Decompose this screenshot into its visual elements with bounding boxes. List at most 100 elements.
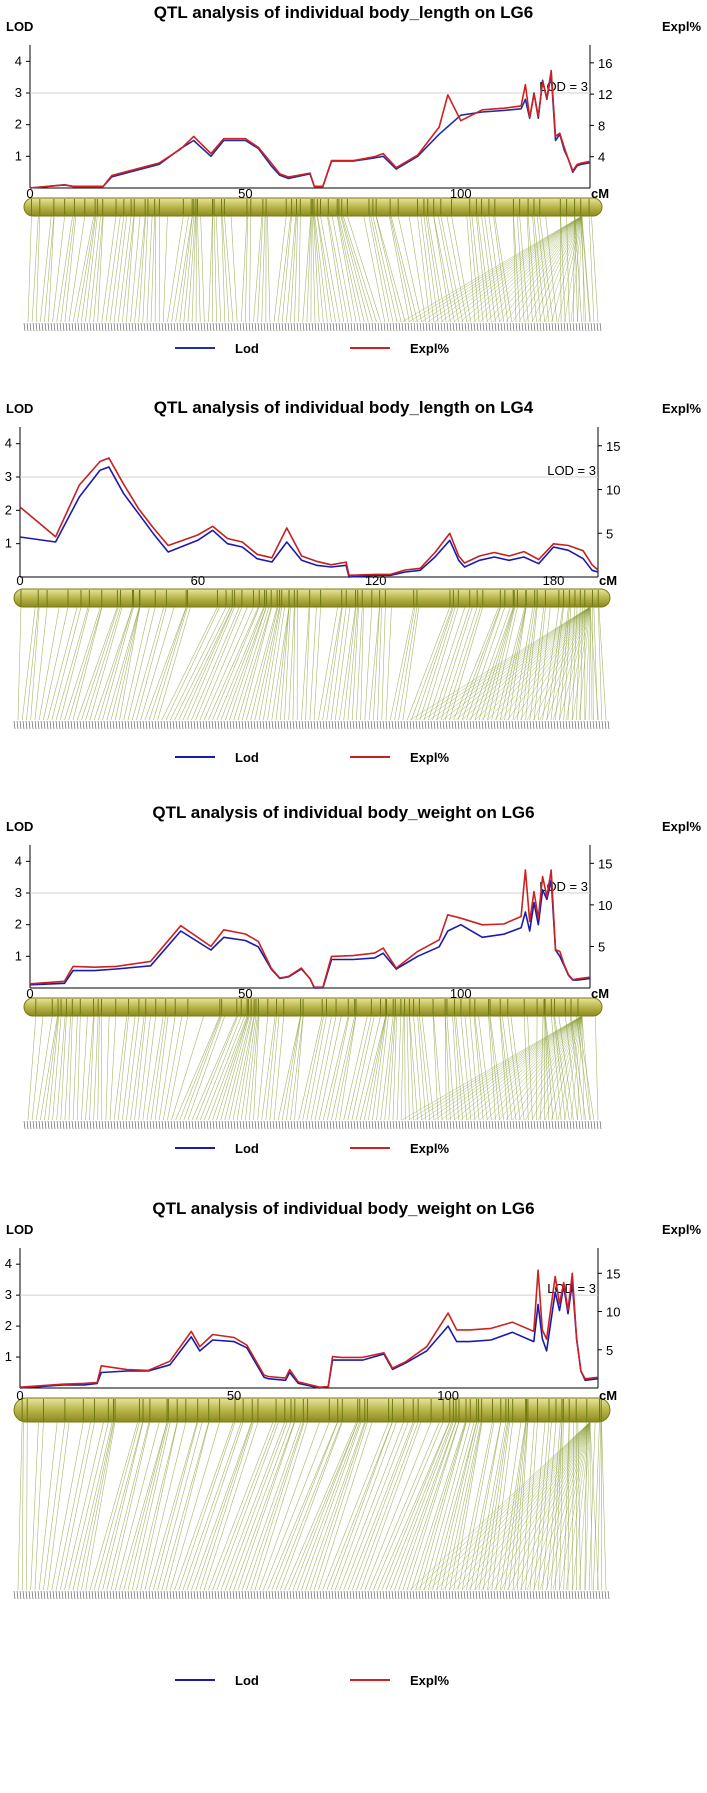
y2-tick-label: 10: [606, 1305, 620, 1320]
qtl-panel-3: QTL analysis of individual body_weight o…: [0, 800, 707, 1180]
qtl-panel-2: QTL analysis of individual body_length o…: [0, 395, 707, 785]
marker-name-band: [13, 1590, 610, 1600]
y2-axis-label: Expl%: [662, 819, 701, 834]
y-tick-label: 4: [5, 436, 12, 451]
y2-tick-label: 8: [598, 118, 605, 133]
y2-tick-label: 4: [598, 150, 605, 165]
x-tick-label: 60: [191, 573, 205, 588]
y2-tick-label: 10: [598, 898, 612, 913]
expl-series-line: [29, 69, 591, 189]
x-tick-label: 180: [543, 573, 565, 588]
marker-name-band: [23, 1120, 602, 1130]
marker-name-band: [23, 322, 602, 332]
y2-tick-label: 5: [606, 526, 613, 541]
qtl-panel-4: QTL analysis of individual body_weight o…: [0, 1190, 707, 1790]
y-tick-label: 1: [5, 1349, 12, 1364]
legend: Lod Expl%: [175, 1141, 449, 1156]
legend: Lod Expl%: [175, 750, 449, 765]
legend: Lod Expl%: [175, 341, 449, 356]
expl-series-line: [29, 869, 591, 988]
x-unit-label: cM: [599, 573, 617, 588]
y2-tick-label: 10: [606, 483, 620, 498]
marker-ticks: [35, 999, 579, 1015]
chart-title: QTL analysis of individual body_length o…: [154, 398, 534, 417]
linkage-group-bar: [13, 588, 611, 608]
y-tick-label: 4: [15, 853, 22, 868]
y-tick-label: 1: [15, 948, 22, 963]
qtl-chart-1: QTL analysis of individual body_length o…: [6, 3, 701, 356]
qtl-chart-4: QTL analysis of individual body_weight o…: [5, 1199, 702, 1688]
x-tick-label: 120: [365, 573, 387, 588]
linkage-group-bar: [23, 197, 603, 217]
qtl-chart-2: QTL analysis of individual body_length o…: [5, 398, 702, 765]
marker-ticks: [20, 590, 599, 606]
linkage-group-bar: [23, 997, 603, 1017]
lod-series-line: [19, 1282, 599, 1389]
chart-title: QTL analysis of individual body_length o…: [154, 3, 533, 22]
expl-series-line: [19, 457, 599, 577]
y-tick-label: 2: [15, 917, 22, 932]
marker-connectors: [17, 1421, 607, 1591]
marker-ticks: [30, 199, 590, 215]
y-tick-label: 3: [5, 1287, 12, 1302]
y-tick-label: 3: [5, 469, 12, 484]
y-axis-label: LOD: [6, 19, 33, 34]
marker-connectors: [27, 1015, 599, 1121]
y-tick-label: 1: [5, 536, 12, 551]
x-tick-label: 0: [16, 1388, 23, 1403]
x-unit-label: cM: [599, 1388, 617, 1403]
lod-threshold-label: LOD = 3: [547, 463, 596, 478]
chart-title: QTL analysis of individual body_weight o…: [152, 1199, 534, 1218]
legend-label-expl: Expl%: [410, 1673, 449, 1688]
y2-tick-label: 15: [606, 439, 620, 454]
linkage-group-bar: [13, 1397, 611, 1423]
x-tick-label: 100: [450, 986, 472, 1001]
y2-tick-label: 5: [598, 939, 605, 954]
x-tick-label: 50: [238, 986, 252, 1001]
lod-series-line: [29, 73, 591, 189]
y2-tick-label: 5: [606, 1343, 613, 1358]
marker-connectors: [17, 606, 607, 721]
marker-connectors: [27, 215, 599, 323]
legend: Lod Expl%: [175, 1673, 449, 1688]
marker-name-band: [13, 720, 610, 730]
y2-tick-label: 12: [598, 87, 612, 102]
y2-tick-label: 15: [598, 856, 612, 871]
x-tick-label: 0: [26, 986, 33, 1001]
expl-series-line: [19, 1269, 599, 1388]
legend-label-lod: Lod: [235, 1141, 259, 1156]
legend-label-lod: Lod: [235, 341, 259, 356]
y-tick-label: 1: [15, 148, 22, 163]
y-axis-label: LOD: [6, 401, 33, 416]
y2-axis-label: Expl%: [662, 1222, 701, 1237]
legend-label-lod: Lod: [235, 1673, 259, 1688]
x-tick-label: 0: [16, 573, 23, 588]
y-axis-label: LOD: [6, 1222, 33, 1237]
lod-threshold-label: LOD = 3: [539, 79, 588, 94]
lod-series-line: [19, 466, 599, 578]
legend-label-lod: Lod: [235, 750, 259, 765]
legend-label-expl: Expl%: [410, 341, 449, 356]
y-tick-label: 3: [15, 85, 22, 100]
x-unit-label: cM: [591, 186, 609, 201]
qtl-panel-1: QTL analysis of individual body_length o…: [0, 0, 707, 380]
x-tick-label: 50: [227, 1388, 241, 1403]
x-tick-label: 100: [450, 186, 472, 201]
chart-title: QTL analysis of individual body_weight o…: [152, 803, 534, 822]
y-tick-label: 4: [15, 53, 22, 68]
x-unit-label: cM: [591, 986, 609, 1001]
y-tick-label: 2: [5, 502, 12, 517]
x-tick-label: 50: [238, 186, 252, 201]
y-axis-label: LOD: [6, 819, 33, 834]
y-tick-label: 3: [15, 885, 22, 900]
lod-series-line: [29, 879, 591, 989]
y2-tick-label: 15: [606, 1266, 620, 1281]
y-tick-label: 2: [15, 117, 22, 132]
y2-tick-label: 16: [598, 56, 612, 71]
y-tick-label: 4: [5, 1256, 12, 1271]
y-tick-label: 2: [5, 1318, 12, 1333]
y2-axis-label: Expl%: [662, 19, 701, 34]
legend-label-expl: Expl%: [410, 1141, 449, 1156]
marker-ticks: [21, 1399, 602, 1421]
x-tick-label: 0: [26, 186, 33, 201]
